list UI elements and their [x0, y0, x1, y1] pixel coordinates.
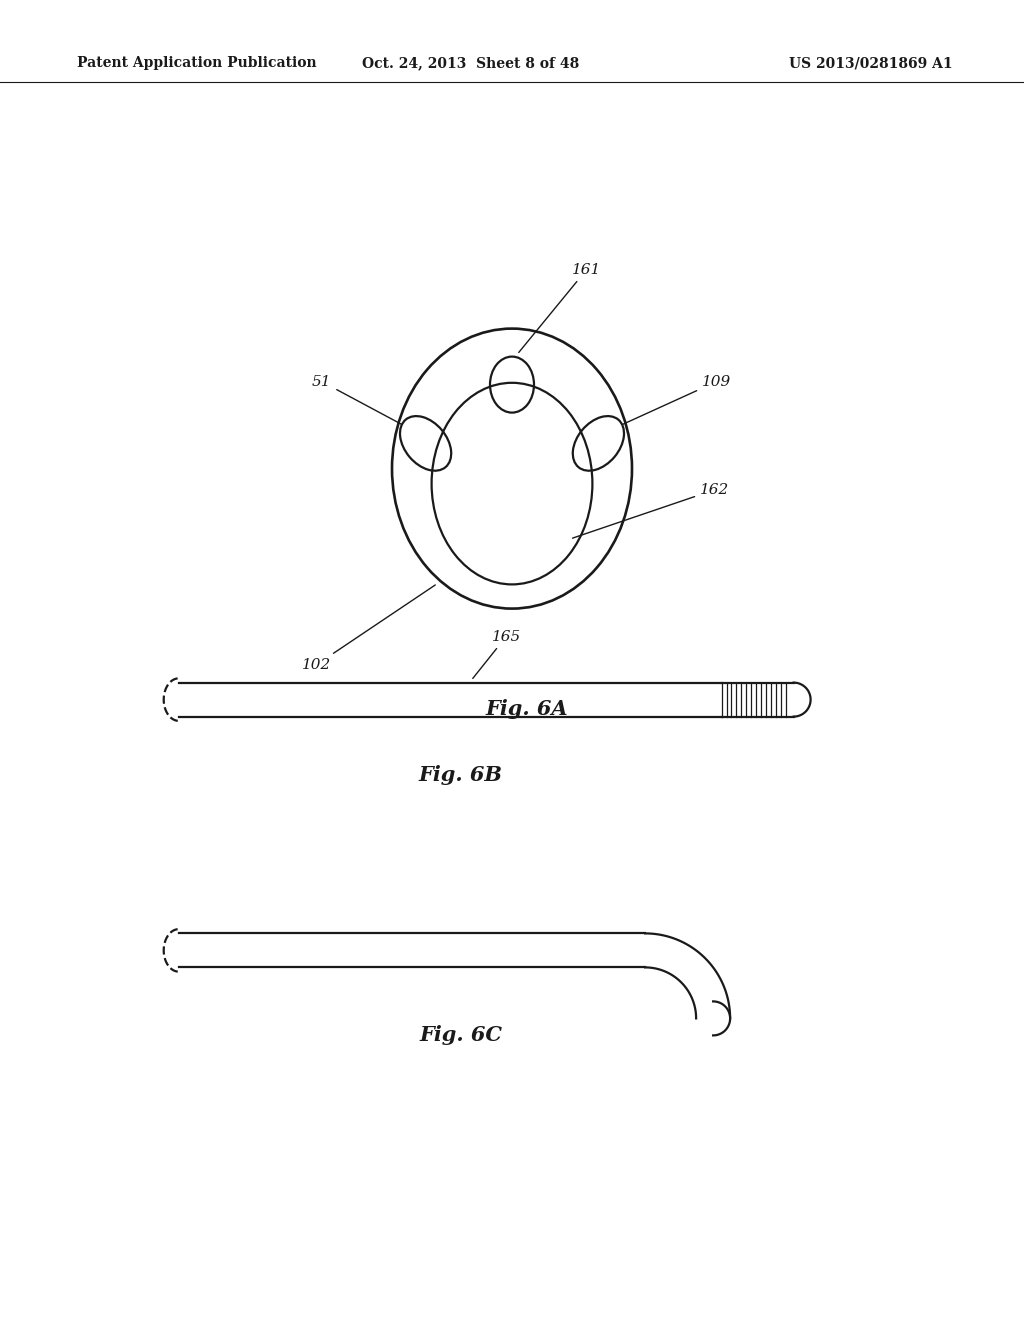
Text: Fig. 6B: Fig. 6B — [419, 764, 503, 784]
Text: US 2013/0281869 A1: US 2013/0281869 A1 — [788, 57, 952, 70]
Text: Fig. 6C: Fig. 6C — [419, 1026, 503, 1045]
Text: 102: 102 — [302, 585, 435, 672]
Text: 51: 51 — [312, 375, 401, 424]
Text: Patent Application Publication: Patent Application Publication — [77, 57, 316, 70]
Text: 161: 161 — [519, 263, 601, 352]
Text: 162: 162 — [572, 483, 729, 539]
Text: Fig. 6A: Fig. 6A — [485, 698, 568, 718]
Text: 165: 165 — [473, 630, 521, 678]
Text: Oct. 24, 2013  Sheet 8 of 48: Oct. 24, 2013 Sheet 8 of 48 — [362, 57, 580, 70]
Text: 109: 109 — [623, 375, 731, 424]
